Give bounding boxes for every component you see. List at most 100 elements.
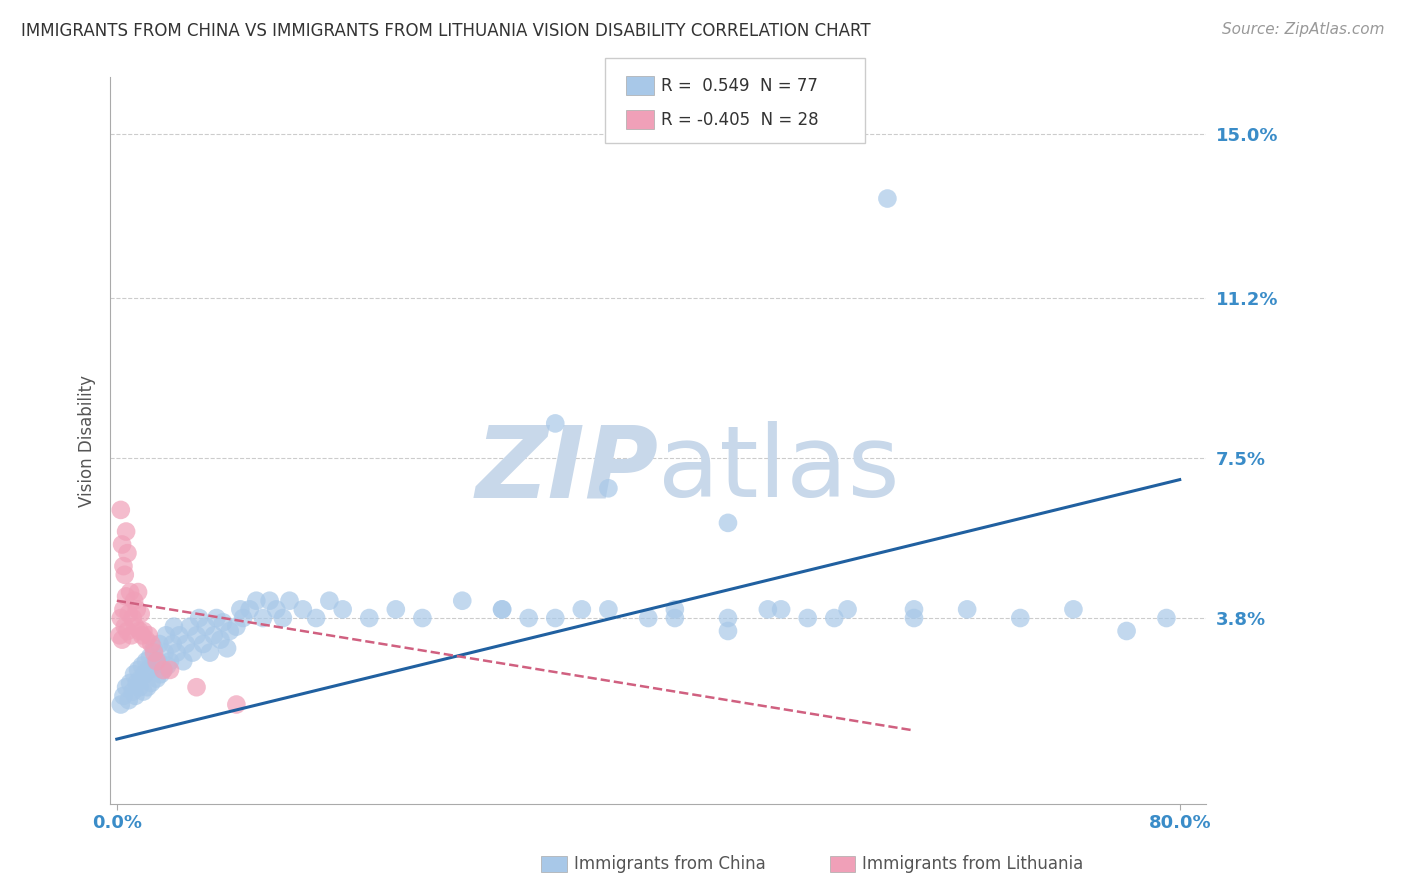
Point [122, 667, 145, 681]
Point [120, 585, 142, 599]
Point [156, 658, 179, 673]
Point [115, 680, 138, 694]
Point [121, 611, 143, 625]
Point [114, 567, 136, 582]
Point [823, 611, 845, 625]
Point [122, 593, 145, 607]
Point [598, 481, 620, 495]
Point [239, 602, 262, 616]
Point [359, 611, 381, 625]
Point [145, 672, 167, 686]
Point [218, 624, 240, 638]
Point [385, 602, 408, 616]
Point [876, 192, 898, 206]
Point [411, 611, 433, 625]
Point [138, 663, 160, 677]
Point [132, 624, 155, 638]
Point [153, 646, 176, 660]
Point [717, 516, 740, 530]
Y-axis label: Vision Disability: Vision Disability [79, 375, 96, 507]
Point [108, 628, 131, 642]
Point [491, 602, 513, 616]
Point [186, 680, 208, 694]
Point [146, 654, 169, 668]
Point [118, 607, 141, 621]
Point [544, 611, 567, 625]
Point [198, 646, 221, 660]
Text: atlas: atlas [658, 421, 900, 518]
Point [217, 641, 239, 656]
Point [271, 611, 294, 625]
Point [124, 689, 146, 703]
Point [264, 602, 287, 616]
Point [115, 590, 138, 604]
Text: Immigrants from Lithuania: Immigrants from Lithuania [862, 855, 1083, 873]
Point [245, 593, 267, 607]
Point [135, 632, 157, 647]
Point [141, 637, 163, 651]
Point [125, 676, 148, 690]
Point [155, 628, 177, 642]
Text: R = -0.405  N = 28: R = -0.405 N = 28 [661, 111, 818, 128]
Point [152, 663, 174, 677]
Point [163, 620, 186, 634]
Point [145, 654, 167, 668]
Point [117, 624, 139, 638]
Point [131, 628, 153, 642]
Point [131, 658, 153, 673]
Point [717, 624, 740, 638]
Text: Immigrants from China: Immigrants from China [574, 855, 765, 873]
Point [278, 593, 301, 607]
Point [209, 632, 232, 647]
Text: ZIP: ZIP [475, 421, 658, 518]
Point [212, 615, 235, 630]
Point [128, 680, 150, 694]
Point [205, 611, 228, 625]
Point [903, 611, 925, 625]
Point [132, 684, 155, 698]
Point [152, 663, 174, 677]
Point [717, 611, 740, 625]
Point [110, 611, 132, 625]
Point [191, 637, 214, 651]
Point [159, 663, 181, 677]
Point [181, 646, 204, 660]
Point [259, 593, 281, 607]
Point [162, 637, 184, 651]
Point [127, 585, 149, 599]
Point [134, 667, 156, 681]
Point [664, 602, 686, 616]
Point [174, 637, 197, 651]
Point [111, 537, 134, 551]
Point [179, 620, 201, 634]
Point [232, 611, 254, 625]
Point [756, 602, 779, 616]
Point [127, 663, 149, 677]
Point [110, 503, 132, 517]
Point [111, 632, 134, 647]
Point [129, 672, 152, 686]
Point [138, 628, 160, 642]
Point [136, 680, 159, 694]
Point [120, 676, 142, 690]
Point [148, 637, 170, 651]
Point [225, 620, 247, 634]
Point [318, 593, 340, 607]
Point [172, 654, 194, 668]
Point [491, 602, 513, 616]
Point [332, 602, 354, 616]
Point [186, 628, 208, 642]
Point [118, 693, 141, 707]
Point [166, 646, 188, 660]
Point [1010, 611, 1032, 625]
Point [117, 546, 139, 560]
Point [112, 559, 135, 574]
Point [956, 602, 979, 616]
Point [1062, 602, 1084, 616]
Point [202, 628, 225, 642]
Point [114, 620, 136, 634]
Point [125, 602, 148, 616]
Point [517, 611, 540, 625]
Point [159, 654, 181, 668]
Point [451, 593, 474, 607]
